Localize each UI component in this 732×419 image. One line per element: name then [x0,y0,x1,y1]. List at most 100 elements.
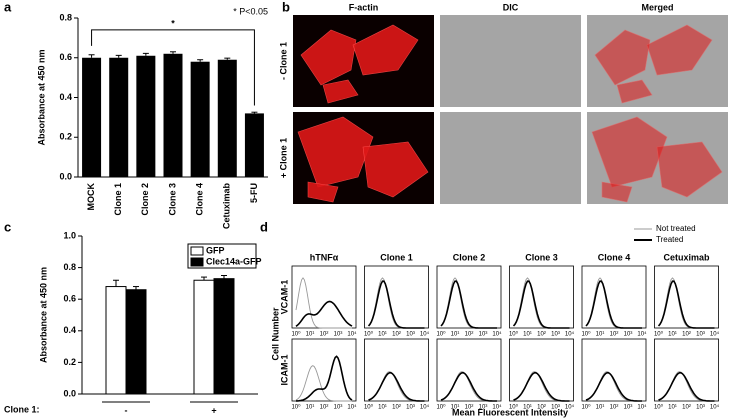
x-tick-label: Clone 4 [195,183,205,216]
x-tick-label: Cetuximab [222,183,232,230]
cell-stain [300,29,357,86]
x-tick-label: 10⁴ [637,404,647,411]
error-bar [224,57,231,60]
histogram-curve [440,372,497,402]
row-label: + Clone 1 [278,138,288,178]
panel-label: a [4,0,12,14]
histogram-frame [364,338,429,402]
x-tick-label: 10² [320,405,329,411]
y-tick-label: 1.0 [63,230,76,240]
x-tick-label: 10⁰ [654,331,664,338]
x-tick-label: 10³ [406,405,415,411]
cell-stain [616,79,653,104]
error-bar [170,51,176,54]
x-tick-label: 10⁴ [347,404,357,411]
x-tick-label: 10⁰ [581,404,591,411]
micrograph [440,112,581,204]
row-label: - Clone 1 [278,42,288,80]
cell-stain [656,141,723,198]
histogram-curve [295,277,352,329]
annotation: * P<0.05 [233,6,268,16]
cell-stain [322,79,359,104]
x-tick-label: Clone 3 [167,183,177,216]
x-tick-label: 10² [320,332,329,338]
histogram-curve [295,300,353,327]
column-header: Clone 1 [380,252,413,262]
x-axis-label: Mean Fluorescent Intensity [452,407,568,417]
x-tick-label: Clone 1 [113,183,123,216]
y-tick-label: 0.6 [59,52,72,62]
dic-texture [440,15,581,107]
x-tick-label: 10² [465,405,474,411]
x-tick-label: 10¹ [668,332,677,338]
x-tick-label: 10³ [624,332,633,338]
histogram-frame [654,338,719,402]
x-tick-label: 10⁴ [347,331,357,338]
column-header: hTNFα [310,252,339,262]
bar [244,113,264,177]
panel-label: d [260,219,268,234]
x-tick-label: 10² [392,332,401,338]
x-tick-label: 10² [392,405,401,411]
histogram-frame [509,265,574,329]
histogram-curve [296,355,353,402]
x-tick-label: 10¹ [451,332,460,338]
error-bar [201,276,207,281]
x-tick-label: 10⁰ [509,404,519,411]
x-tick-label: 10³ [479,332,488,338]
x-tick-label: 10⁴ [565,404,575,411]
error-bar [88,54,95,58]
x-tick-label: 10⁴ [420,404,430,411]
column-header: Cetuximab [663,252,710,262]
y-tick-label: 0.6 [63,294,76,304]
x-axis-label: Clone 1: [4,404,40,414]
panel-label: b [282,0,290,14]
y-tick-label: 0.8 [63,262,76,272]
x-tick-label: 10¹ [668,405,677,411]
histogram-frame [436,265,502,329]
histogram-curve [368,372,425,402]
x-tick-label: 10³ [551,332,560,338]
histogram-curve [585,372,642,402]
x-tick-label: 10³ [696,405,705,411]
x-tick-label: 10³ [406,332,415,338]
x-tick-label: 10³ [334,405,343,411]
x-tick-label: 10⁴ [637,331,647,338]
x-tick-label: 10² [537,405,546,411]
y-tick-label: 0.2 [59,132,72,142]
bar [190,61,210,177]
x-tick-label: 10² [682,332,691,338]
x-tick-label: 10⁰ [364,404,374,411]
bar [217,59,237,177]
dic-texture [440,112,581,204]
histogram-frame [436,338,502,402]
x-tick-label: 10⁰ [364,331,374,338]
x-tick-label: 10⁴ [710,331,720,338]
x-tick-label: 10² [610,405,619,411]
x-tick-label: 10⁴ [565,331,575,338]
error-bar [133,286,139,290]
annotation: * [171,18,175,28]
histogram-curve [512,280,570,329]
row-label: ICAM-1 [279,355,289,386]
histogram-frame [581,338,647,402]
bar [213,278,235,395]
x-tick-label: Clone 2 [140,183,150,216]
error-bar [115,54,122,58]
x-tick-label: 10¹ [596,405,605,411]
bar [105,286,127,395]
x-tick-label: MOCK [86,183,96,211]
x-tick-label: 10¹ [378,405,387,411]
x-tick-label: 10⁰ [291,404,301,411]
error-bar [251,111,258,114]
x-tick-label: 10¹ [306,405,315,411]
y-tick-label: 0.8 [59,12,72,22]
x-tick-label: 10⁰ [436,331,446,338]
x-tick-label: 10¹ [523,332,532,338]
histogram-frame [581,265,647,329]
histogram-frame [291,265,357,329]
x-tick-label: 10² [610,332,619,338]
column-header: Clone 2 [453,252,486,262]
x-tick-label: 10¹ [306,332,315,338]
y-axis-label: Absorbance at 450 nm [38,267,48,363]
